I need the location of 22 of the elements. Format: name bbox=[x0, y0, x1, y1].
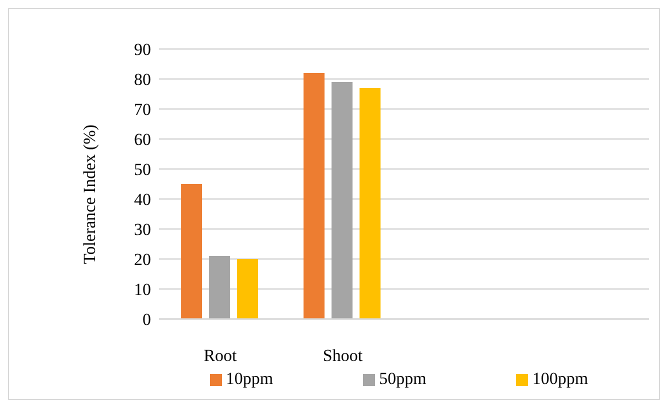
y-tick-label: 70 bbox=[134, 100, 151, 120]
legend-label: 100ppm bbox=[532, 369, 588, 388]
legend-label: 50ppm bbox=[379, 369, 426, 388]
bar bbox=[332, 82, 353, 319]
y-tick-label: 20 bbox=[134, 250, 151, 270]
legend-label: 10ppm bbox=[226, 369, 274, 388]
y-tick-label: 30 bbox=[134, 220, 151, 240]
bar bbox=[237, 259, 258, 319]
x-tick-label: Root bbox=[204, 346, 238, 366]
y-tick-label: 60 bbox=[134, 130, 151, 150]
y-tick-label: 40 bbox=[134, 190, 151, 210]
y-tick-label: 10 bbox=[134, 280, 151, 300]
y-tick-label: 80 bbox=[134, 70, 151, 90]
x-tick-label: Shoot bbox=[322, 346, 363, 366]
y-axis-title: Tolerance Index (%) bbox=[80, 124, 100, 264]
bar bbox=[360, 88, 381, 319]
y-tick-label: 0 bbox=[142, 310, 151, 330]
bar bbox=[304, 73, 325, 319]
bar bbox=[209, 256, 230, 319]
bar bbox=[181, 184, 202, 319]
y-tick-label: 50 bbox=[134, 160, 151, 180]
y-tick-label: 90 bbox=[134, 40, 151, 60]
